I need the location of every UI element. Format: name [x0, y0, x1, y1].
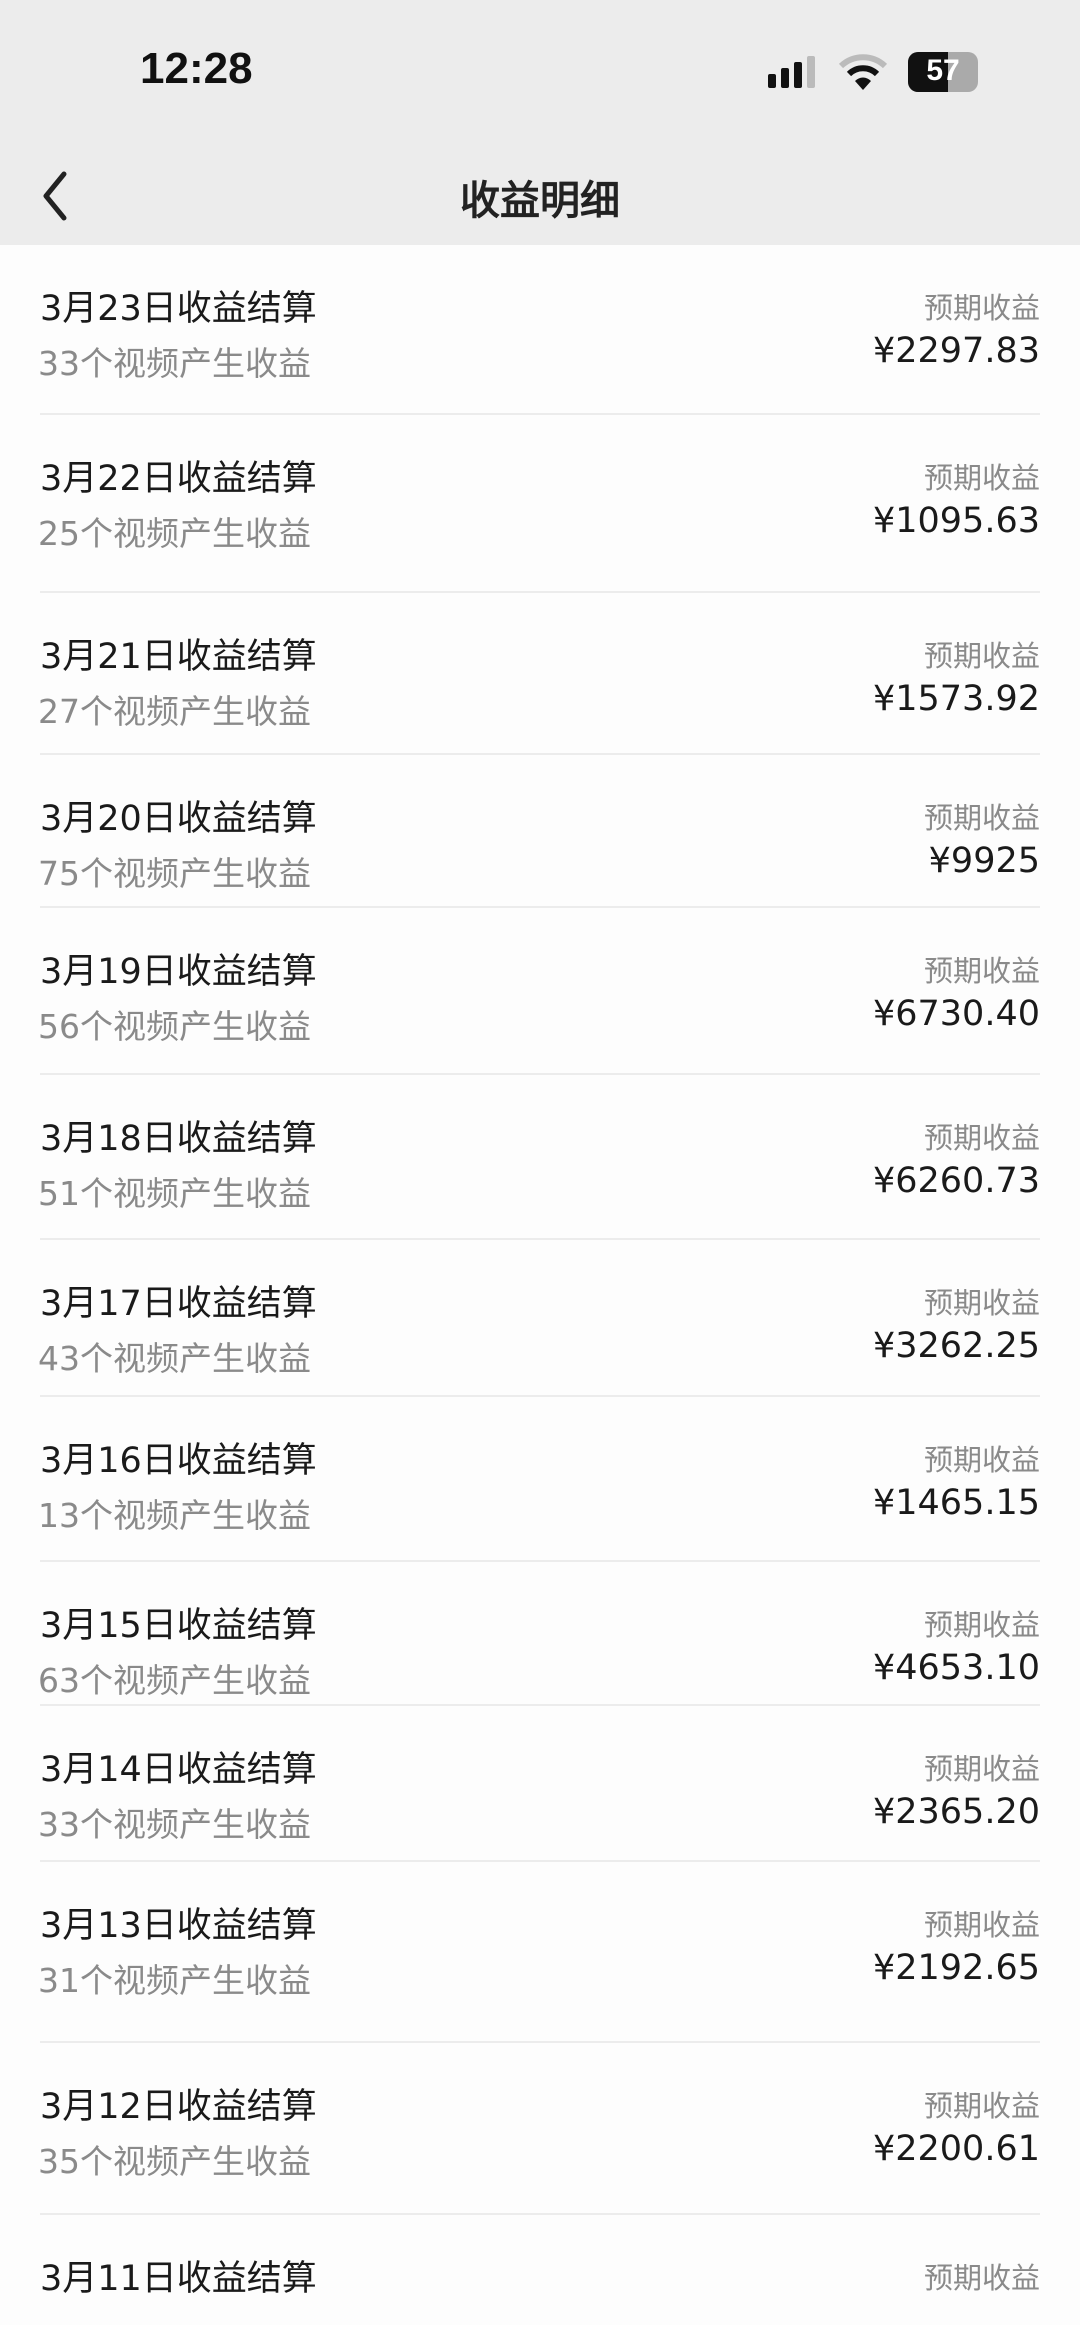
expected-earnings-label: 预期收益: [923, 1443, 1040, 1477]
settlement-title: 3月18日收益结算: [40, 1119, 317, 1159]
battery-icon: 57: [908, 52, 978, 92]
video-count: 27个视频产生收益: [38, 692, 311, 731]
settlement-title: 3月15日收益结算: [40, 1606, 317, 1646]
earnings-amount: ¥1095.63: [872, 501, 1040, 541]
expected-earnings-label: 预期收益: [923, 1121, 1040, 1155]
earnings-row[interactable]: 3月12日收益结算 35个视频产生收益 预期收益 ¥2200.61: [38, 2043, 1040, 2215]
earnings-amount: ¥2192.65: [872, 1948, 1040, 1988]
earnings-amount: ¥4653.10: [872, 1648, 1040, 1688]
settlement-title: 3月11日收益结算: [40, 2259, 317, 2299]
settlement-title: 3月17日收益结算: [40, 1284, 317, 1324]
video-count: 51个视频产生收益: [38, 1174, 311, 1213]
earnings-list: 3月23日收益结算 33个视频产生收益 预期收益 ¥2297.83 3月22日收益结算 2…: [0, 245, 1080, 2325]
expected-earnings-label: 预期收益: [923, 461, 1040, 495]
earnings-row[interactable]: 3月21日收益结算 27个视频产生收益 预期收益 ¥1573.92: [38, 593, 1040, 755]
expected-earnings-label: 预期收益: [923, 2261, 1040, 2295]
chevron-left-icon[interactable]: [36, 166, 76, 226]
video-count: 35个视频产生收益: [38, 2142, 311, 2181]
settlement-title: 3月19日收益结算: [40, 952, 317, 992]
settlement-title: 3月13日收益结算: [40, 1906, 317, 1946]
earnings-row[interactable]: 3月17日收益结算 43个视频产生收益 预期收益 ¥3262.25: [38, 1240, 1040, 1397]
battery-percent: 57: [926, 54, 960, 87]
expected-earnings-label: 预期收益: [923, 954, 1040, 988]
earnings-amount: ¥2365.20: [872, 1792, 1040, 1832]
video-count: 31个视频产生收益: [38, 1961, 311, 2000]
earnings-row[interactable]: 3月20日收益结算 75个视频产生收益 预期收益 ¥9925: [38, 755, 1040, 908]
expected-earnings-label: 预期收益: [923, 1286, 1040, 1320]
video-count: 63个视频产生收益: [38, 1661, 311, 1700]
page-title: 收益明细: [460, 178, 620, 224]
settlement-title: 3月22日收益结算: [40, 459, 317, 499]
expected-earnings-label: 预期收益: [923, 1908, 1040, 1942]
expected-earnings-label: 预期收益: [923, 1608, 1040, 1642]
video-count: 33个视频产生收益: [38, 344, 311, 383]
earnings-row[interactable]: 3月23日收益结算 33个视频产生收益 预期收益 ¥2297.83: [38, 245, 1040, 415]
earnings-amount: ¥9925: [928, 841, 1040, 881]
earnings-row[interactable]: 3月15日收益结算 63个视频产生收益 预期收益 ¥4653.10: [38, 1562, 1040, 1706]
wifi-icon: [838, 54, 888, 90]
earnings-amount: ¥1573.92: [872, 679, 1040, 719]
video-count: 75个视频产生收益: [38, 854, 311, 893]
nav-bar: 收益明细: [0, 150, 1080, 245]
earnings-amount: ¥3262.25: [872, 1326, 1040, 1366]
earnings-amount: ¥6730.40: [872, 994, 1040, 1034]
earnings-row[interactable]: 3月14日收益结算 33个视频产生收益 预期收益 ¥2365.20: [38, 1706, 1040, 1862]
settlement-title: 3月14日收益结算: [40, 1750, 317, 1790]
expected-earnings-label: 预期收益: [923, 639, 1040, 673]
earnings-amount: ¥6260.73: [872, 1161, 1040, 1201]
earnings-row[interactable]: 3月18日收益结算 51个视频产生收益 预期收益 ¥6260.73: [38, 1075, 1040, 1240]
earnings-row[interactable]: 3月19日收益结算 56个视频产生收益 预期收益 ¥6730.40: [38, 908, 1040, 1075]
settlement-title: 3月16日收益结算: [40, 1441, 317, 1481]
video-count: 56个视频产生收益: [38, 1007, 311, 1046]
earnings-amount: ¥2297.83: [872, 331, 1040, 371]
earnings-row[interactable]: 3月13日收益结算 31个视频产生收益 预期收益 ¥2192.65: [38, 1862, 1040, 2043]
video-count: 43个视频产生收益: [38, 1339, 311, 1378]
settlement-title: 3月23日收益结算: [40, 289, 317, 329]
expected-earnings-label: 预期收益: [923, 2089, 1040, 2123]
status-time: 12:28: [140, 44, 253, 93]
earnings-amount: ¥2200.61: [872, 2129, 1040, 2169]
cellular-signal-icon: [768, 56, 815, 88]
settlement-title: 3月21日收益结算: [40, 637, 317, 677]
settlement-title: 3月20日收益结算: [40, 799, 317, 839]
expected-earnings-label: 预期收益: [923, 291, 1040, 325]
earnings-row[interactable]: 3月16日收益结算 13个视频产生收益 预期收益 ¥1465.15: [38, 1397, 1040, 1562]
earnings-row[interactable]: 3月22日收益结算 25个视频产生收益 预期收益 ¥1095.63: [38, 415, 1040, 593]
expected-earnings-label: 预期收益: [923, 1752, 1040, 1786]
earnings-amount: ¥1465.15: [872, 1483, 1040, 1523]
status-bar: 12:28 57: [0, 0, 1080, 150]
video-count: 25个视频产生收益: [38, 514, 311, 553]
earnings-row[interactable]: 3月11日收益结算 预期收益: [40, 2215, 1040, 2325]
settlement-title: 3月12日收益结算: [40, 2087, 317, 2127]
expected-earnings-label: 预期收益: [923, 801, 1040, 835]
video-count: 13个视频产生收益: [38, 1496, 311, 1535]
video-count: 33个视频产生收益: [38, 1805, 311, 1844]
